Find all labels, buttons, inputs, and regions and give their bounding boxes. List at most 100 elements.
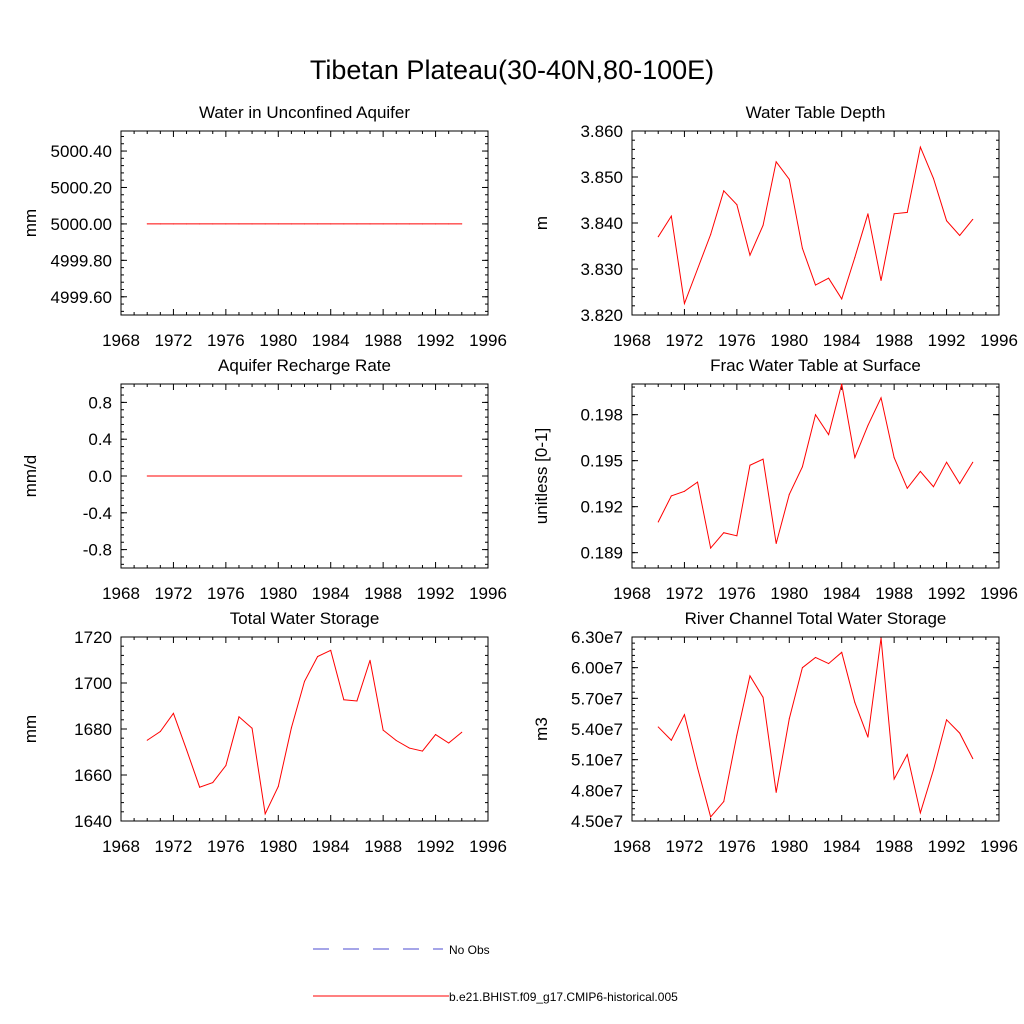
legend-swatch-no-obs xyxy=(313,948,443,950)
data-point xyxy=(159,475,161,477)
y-tick-label: 0.192 xyxy=(580,498,623,517)
plot-frame-total-water-storage xyxy=(120,636,489,822)
data-point xyxy=(670,495,672,497)
data-point xyxy=(683,303,685,304)
data-point xyxy=(317,475,319,477)
data-point xyxy=(749,675,751,677)
y-tick-label: -0.4 xyxy=(83,504,112,523)
y-axis-label-water-in-unconfined-aquifer: mm xyxy=(21,209,40,237)
x-tick-label: 1972 xyxy=(666,331,704,350)
data-point xyxy=(697,268,699,270)
x-tick-label: 1992 xyxy=(417,584,455,603)
legend-swatch-model xyxy=(313,995,449,997)
y-tick-label: 4999.80 xyxy=(51,251,112,270)
x-tick-label: 1968 xyxy=(102,837,140,856)
data-point xyxy=(448,223,450,225)
data-point xyxy=(212,782,214,784)
data-point xyxy=(395,223,397,225)
data-point xyxy=(932,486,934,488)
y-tick-label: 0.8 xyxy=(88,393,112,412)
data-point xyxy=(225,475,227,477)
x-tick-label: 1968 xyxy=(102,331,140,350)
data-point xyxy=(906,211,908,213)
data-point xyxy=(736,734,738,736)
x-tick-label: 1980 xyxy=(770,837,808,856)
data-point xyxy=(330,649,332,651)
plot-frame-frac-water-table-at-surface xyxy=(631,383,1000,569)
data-point xyxy=(841,298,843,300)
data-point xyxy=(788,178,790,180)
data-point xyxy=(906,754,908,756)
data-point xyxy=(972,461,974,463)
y-axis-label-frac-water-table-at-surface: unitless [0-1] xyxy=(532,428,551,524)
x-tick-label: 1976 xyxy=(718,837,756,856)
data-point xyxy=(801,667,803,669)
data-point xyxy=(186,475,188,477)
panel-water-table-depth: Water Table Depth m 1968 1972 1976 1980 1984 19… xyxy=(532,103,1018,350)
data-point xyxy=(801,466,803,468)
data-point xyxy=(435,475,437,477)
data-point xyxy=(356,475,358,477)
panel-frac-water-table-at-surface: Frac Water Table at Surface unitless [0-1… xyxy=(532,356,1018,603)
y-tick-label: 1640 xyxy=(74,812,112,831)
data-point xyxy=(317,223,319,225)
data-point xyxy=(841,651,843,653)
data-point xyxy=(670,739,672,741)
x-tick-label: 1996 xyxy=(980,837,1018,856)
data-point xyxy=(893,778,895,780)
panel-title-water-in-unconfined-aquifer: Water in Unconfined Aquifer xyxy=(199,103,410,122)
data-point xyxy=(212,223,214,225)
y-tick-label: 1700 xyxy=(74,674,112,693)
data-point xyxy=(880,637,882,639)
data-point xyxy=(762,458,764,460)
y-tick-label: 6.30e7 xyxy=(571,628,623,647)
data-point xyxy=(330,223,332,225)
data-point xyxy=(421,750,423,752)
data-point xyxy=(304,475,305,477)
x-tick-label: 1988 xyxy=(364,584,402,603)
panel-title-water-table-depth: Water Table Depth xyxy=(746,103,886,122)
data-point xyxy=(932,769,934,771)
data-point xyxy=(186,749,188,751)
data-point xyxy=(946,719,948,721)
data-point xyxy=(369,223,371,225)
data-point xyxy=(893,213,895,215)
x-tick-label: 1976 xyxy=(207,837,245,856)
x-tick-label: 1984 xyxy=(823,331,861,350)
data-point xyxy=(801,247,803,249)
legend-label-model: b.e21.BHIST.f09_g17.CMIP6-historical.005 xyxy=(449,990,678,1004)
data-point xyxy=(657,236,659,238)
y-axis-label-total-water-storage: mm xyxy=(21,715,40,743)
data-point xyxy=(841,383,843,385)
y-tick-label: 3.840 xyxy=(580,214,623,233)
data-point xyxy=(828,434,830,436)
data-point xyxy=(919,470,921,472)
data-point xyxy=(723,801,725,803)
series-line-frac-water-table-at-surface xyxy=(657,383,974,550)
data-point xyxy=(382,223,384,225)
x-tick-label: 1980 xyxy=(259,331,297,350)
data-point xyxy=(369,659,371,661)
data-point xyxy=(146,475,148,477)
x-tick-label: 1996 xyxy=(469,837,507,856)
data-point xyxy=(788,718,790,720)
data-point xyxy=(356,223,358,225)
data-point xyxy=(225,765,227,767)
legend-label-no-obs: No Obs xyxy=(449,943,490,957)
data-point xyxy=(172,475,174,477)
data-point xyxy=(408,475,410,477)
data-point xyxy=(317,656,319,658)
data-point xyxy=(277,475,279,477)
data-point xyxy=(304,223,305,225)
plot-frame-water-table-depth xyxy=(631,130,1000,316)
data-point xyxy=(880,397,882,399)
data-point xyxy=(828,277,830,279)
data-point xyxy=(172,712,174,714)
y-tick-label: 0.198 xyxy=(580,406,623,425)
data-point xyxy=(867,213,869,215)
y-axis-label-aquifer-recharge-rate: mm/d xyxy=(21,455,40,498)
data-point xyxy=(159,731,161,733)
x-tick-label: 1984 xyxy=(312,584,350,603)
data-point xyxy=(264,223,266,225)
data-point xyxy=(697,767,699,769)
